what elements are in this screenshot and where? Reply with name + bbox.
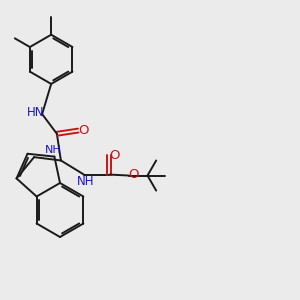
Text: NH: NH bbox=[45, 145, 62, 155]
Text: HN: HN bbox=[27, 106, 44, 119]
Text: O: O bbox=[129, 168, 139, 181]
Text: O: O bbox=[109, 148, 120, 162]
Text: NH: NH bbox=[77, 175, 94, 188]
Text: O: O bbox=[78, 124, 88, 137]
